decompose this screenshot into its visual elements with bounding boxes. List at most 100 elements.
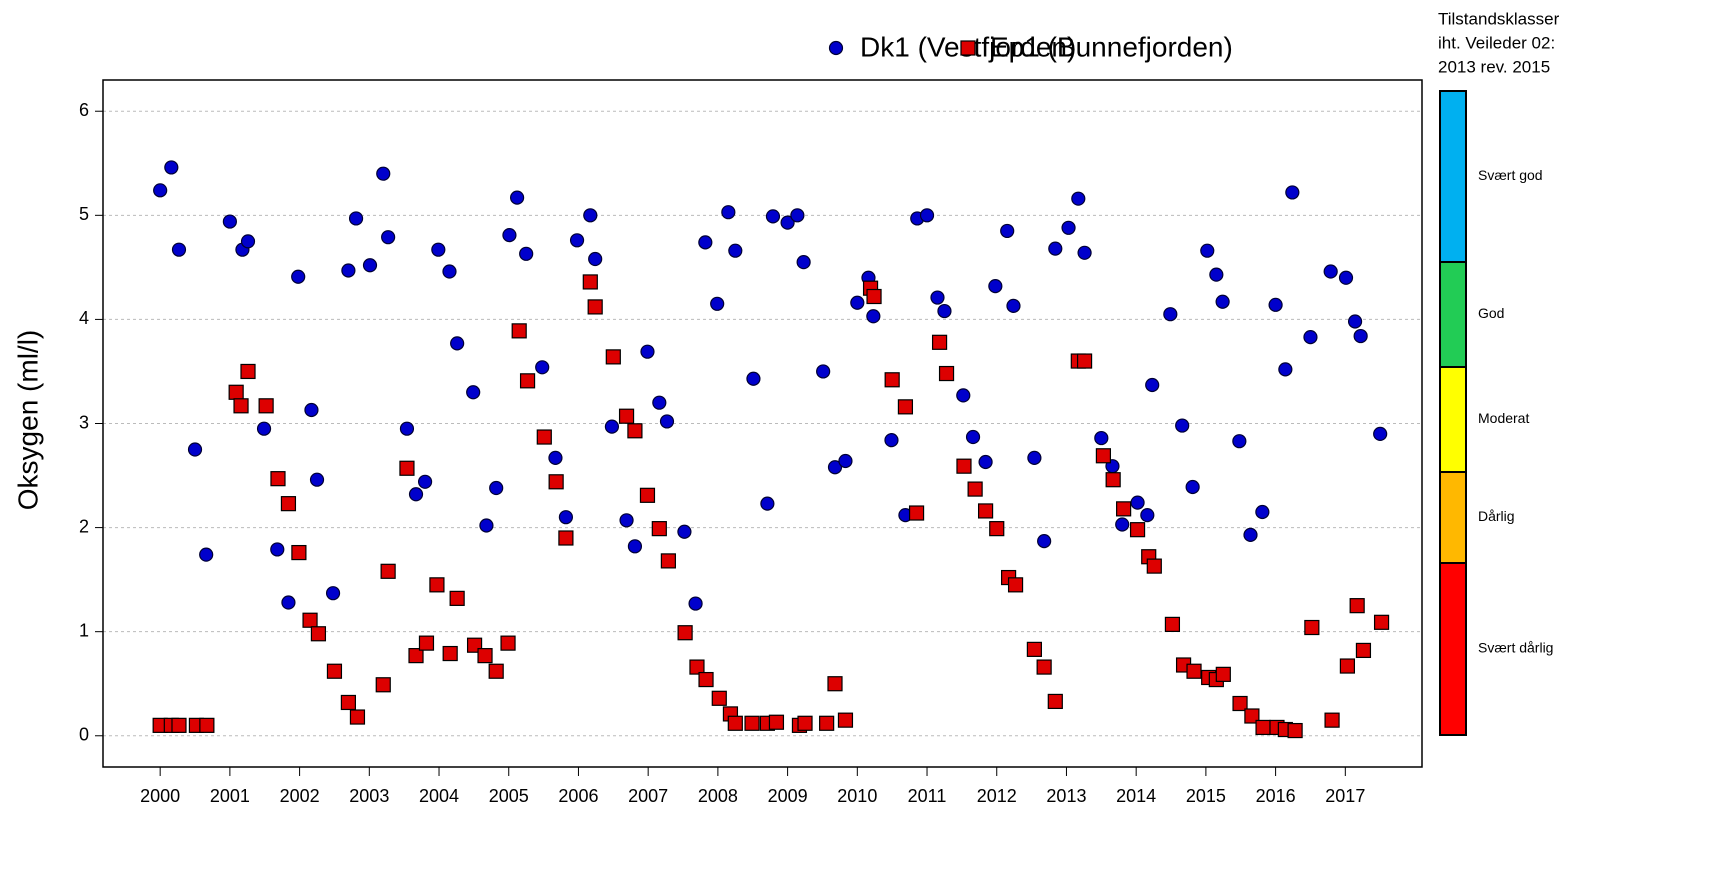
data-point bbox=[450, 336, 465, 351]
data-point bbox=[1285, 185, 1300, 200]
class-label: Dårlig bbox=[1478, 508, 1515, 524]
data-point bbox=[362, 258, 378, 273]
data-point bbox=[583, 208, 598, 223]
data-point bbox=[930, 290, 945, 305]
data-point bbox=[837, 712, 854, 728]
data-point bbox=[1071, 191, 1086, 206]
data-point bbox=[408, 648, 424, 664]
data-point bbox=[381, 230, 396, 245]
data-point bbox=[727, 715, 743, 731]
data-point bbox=[816, 364, 831, 379]
data-point bbox=[1185, 479, 1200, 495]
data-point bbox=[1244, 708, 1260, 724]
data-point bbox=[199, 547, 214, 562]
data-point bbox=[721, 205, 736, 220]
data-point bbox=[1026, 641, 1042, 657]
data-point bbox=[977, 503, 994, 519]
data-point bbox=[744, 715, 760, 731]
data-point bbox=[1268, 297, 1283, 312]
data-point bbox=[765, 209, 781, 224]
data-point bbox=[1105, 472, 1121, 488]
data-point bbox=[688, 596, 703, 611]
data-point bbox=[326, 663, 343, 679]
data-point bbox=[1304, 619, 1320, 636]
data-point bbox=[408, 487, 424, 502]
data-point bbox=[1145, 377, 1160, 393]
data-point bbox=[164, 160, 179, 175]
data-point bbox=[652, 395, 667, 410]
x-tick-label: 2007 bbox=[628, 786, 668, 806]
data-point bbox=[618, 408, 635, 424]
x-tick-label: 2001 bbox=[210, 786, 250, 806]
x-tick-label: 2011 bbox=[908, 786, 947, 806]
data-point bbox=[199, 717, 215, 733]
data-point bbox=[240, 234, 256, 249]
data-point bbox=[349, 709, 366, 725]
data-point bbox=[604, 419, 620, 434]
plot-frame bbox=[102, 79, 1423, 768]
data-point bbox=[768, 714, 785, 730]
data-point bbox=[866, 288, 882, 305]
data-point bbox=[1338, 270, 1354, 285]
data-point bbox=[710, 296, 725, 311]
data-point bbox=[429, 577, 445, 593]
data-point bbox=[348, 211, 364, 226]
data-point bbox=[1163, 307, 1178, 322]
class-legend-title: 2013 rev. 2015 bbox=[1438, 57, 1550, 76]
class-band bbox=[1439, 366, 1467, 473]
data-point bbox=[187, 442, 203, 457]
data-point bbox=[689, 659, 705, 675]
data-point bbox=[240, 363, 256, 380]
data-point bbox=[304, 402, 319, 418]
data-point bbox=[375, 677, 391, 693]
data-point bbox=[760, 496, 775, 511]
data-point bbox=[1076, 353, 1093, 369]
data-point bbox=[1215, 666, 1231, 682]
x-tick-label: 2014 bbox=[1116, 786, 1156, 806]
data-point bbox=[1175, 418, 1190, 433]
y-tick-label: 6 bbox=[79, 100, 89, 120]
data-point bbox=[1200, 243, 1215, 258]
data-point bbox=[1287, 722, 1303, 739]
data-point bbox=[1047, 693, 1063, 710]
data-point bbox=[479, 518, 494, 533]
data-point bbox=[1094, 430, 1109, 446]
data-point bbox=[1232, 434, 1247, 449]
data-point bbox=[1232, 695, 1248, 712]
data-point bbox=[1115, 517, 1130, 532]
class-band bbox=[1439, 261, 1467, 368]
legend-label: Ep1 (Bunnefjorden) bbox=[990, 31, 1233, 62]
data-point bbox=[659, 414, 675, 429]
data-point bbox=[535, 360, 550, 375]
data-point bbox=[417, 474, 433, 489]
data-point bbox=[884, 433, 899, 448]
data-point bbox=[309, 472, 325, 487]
data-point bbox=[228, 384, 244, 400]
data-point bbox=[380, 563, 396, 579]
data-point bbox=[171, 242, 187, 257]
y-tick-label: 2 bbox=[79, 516, 89, 536]
data-point bbox=[605, 349, 621, 365]
data-point bbox=[466, 385, 481, 400]
data-point bbox=[280, 496, 297, 512]
x-tick-label: 2010 bbox=[837, 786, 877, 806]
x-tick-label: 2002 bbox=[280, 786, 320, 806]
data-point bbox=[1027, 450, 1042, 465]
data-point bbox=[884, 372, 900, 388]
data-point bbox=[399, 421, 415, 436]
data-point bbox=[1339, 658, 1356, 674]
data-point bbox=[171, 717, 187, 733]
data-point bbox=[270, 471, 286, 487]
data-point bbox=[1209, 267, 1224, 282]
data-point bbox=[569, 233, 585, 248]
x-tick-label: 2000 bbox=[140, 786, 180, 806]
data-point bbox=[548, 474, 564, 490]
data-point bbox=[978, 454, 993, 470]
legend-marker bbox=[828, 40, 844, 56]
class-legend-title: iht. Veileder 02: bbox=[1438, 33, 1555, 52]
class-band bbox=[1439, 90, 1467, 263]
data-point bbox=[1186, 663, 1202, 679]
data-point bbox=[1215, 294, 1230, 309]
x-tick-label: 2015 bbox=[1186, 786, 1226, 806]
